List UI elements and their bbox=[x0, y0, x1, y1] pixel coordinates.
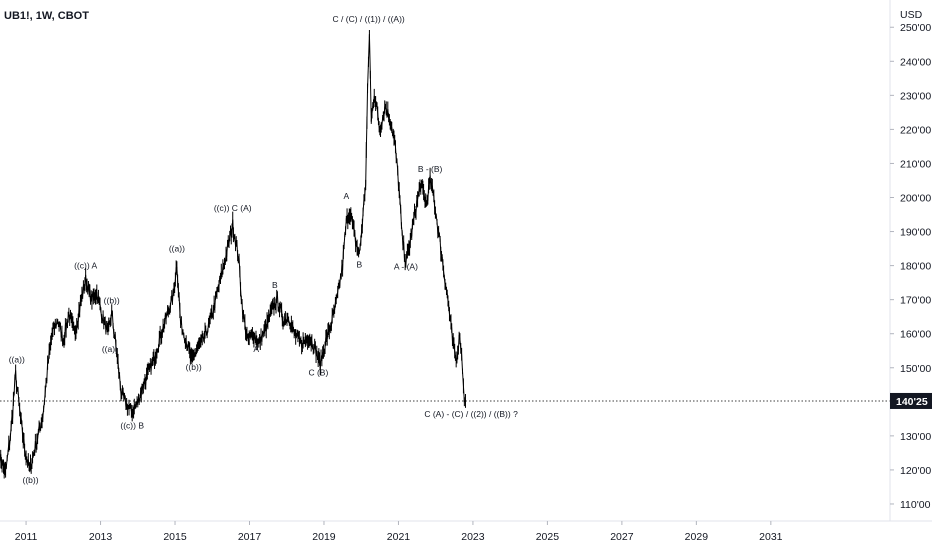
current-price-box bbox=[890, 392, 932, 409]
wave-label: A bbox=[253, 344, 259, 354]
currency-label: USD bbox=[900, 9, 923, 21]
current-price-value: 140'25 bbox=[896, 396, 928, 408]
y-tick-label: 240'00 bbox=[900, 56, 931, 68]
y-tick-label: 190'00 bbox=[900, 227, 931, 239]
y-tick-label: 220'00 bbox=[900, 124, 931, 136]
wave-label: ((b)) bbox=[23, 475, 39, 485]
y-tick-label: 200'00 bbox=[900, 193, 931, 205]
wave-label: ((a)) bbox=[102, 344, 118, 354]
wave-label: B - (B) bbox=[418, 164, 443, 174]
wave-annotations: ((a)) ((b)) ((c)) A ((b)) ((a)) ((c)) B ((a)) (… bbox=[9, 14, 518, 485]
wave-label: B bbox=[357, 260, 363, 270]
y-tick-label: 180'00 bbox=[900, 261, 931, 273]
wave-label: B bbox=[272, 280, 278, 290]
wave-label: ((c)) C (A) bbox=[214, 203, 252, 213]
symbol-title: UB1!, 1W, CBOT bbox=[4, 10, 89, 22]
y-tick-label: 120'00 bbox=[900, 465, 931, 477]
wave-label: ((c)) A bbox=[74, 260, 97, 270]
y-tick-label: 130'00 bbox=[900, 431, 931, 443]
wave-label: C (A) - (C) / ((2)) / ((B)) ? bbox=[424, 409, 518, 419]
y-tick-label: 150'00 bbox=[900, 363, 931, 375]
wave-label: C / (C) / ((1)) / ((A)) bbox=[333, 14, 405, 24]
x-tick-label: 2017 bbox=[238, 531, 262, 543]
current-price-marker: 140'25 bbox=[890, 392, 932, 409]
x-tick-label: 2025 bbox=[536, 531, 560, 543]
time-axis[interactable]: 2011 2013 2015 2017 2019 2021 2023 2025 2027 2029… bbox=[15, 521, 783, 543]
wave-label: ((b)) bbox=[186, 362, 202, 372]
wave-label: ((a)) bbox=[9, 355, 25, 365]
x-tick-label: 2013 bbox=[89, 531, 113, 543]
price-series[interactable] bbox=[0, 34, 466, 472]
wave-label: A bbox=[343, 191, 349, 201]
x-tick-label: 2019 bbox=[312, 531, 336, 543]
x-tick-label: 2023 bbox=[461, 531, 485, 543]
y-tick-label: 160'00 bbox=[900, 329, 931, 341]
y-tick-label: 250'00 bbox=[900, 22, 931, 34]
y-tick-label: 230'00 bbox=[900, 90, 931, 102]
wave-label: A - (A) bbox=[394, 262, 418, 272]
x-tick-label: 2021 bbox=[387, 531, 411, 543]
plot-area[interactable] bbox=[0, 29, 890, 479]
wave-label: ((b)) bbox=[104, 296, 120, 306]
wave-label: C (B) bbox=[308, 368, 328, 378]
x-tick-label: 2015 bbox=[163, 531, 187, 543]
x-tick-label: 2011 bbox=[15, 531, 38, 543]
x-tick-label: 2031 bbox=[759, 531, 783, 543]
x-tick-label: 2027 bbox=[610, 531, 634, 543]
y-tick-label: 110'00 bbox=[900, 499, 931, 511]
wave-label: ((c)) B bbox=[120, 420, 144, 430]
x-tick-label: 2029 bbox=[685, 531, 709, 543]
y-tick-label: 170'00 bbox=[900, 295, 931, 307]
wave-label: ((a)) bbox=[169, 243, 185, 253]
y-tick-label: 210'00 bbox=[900, 158, 931, 170]
